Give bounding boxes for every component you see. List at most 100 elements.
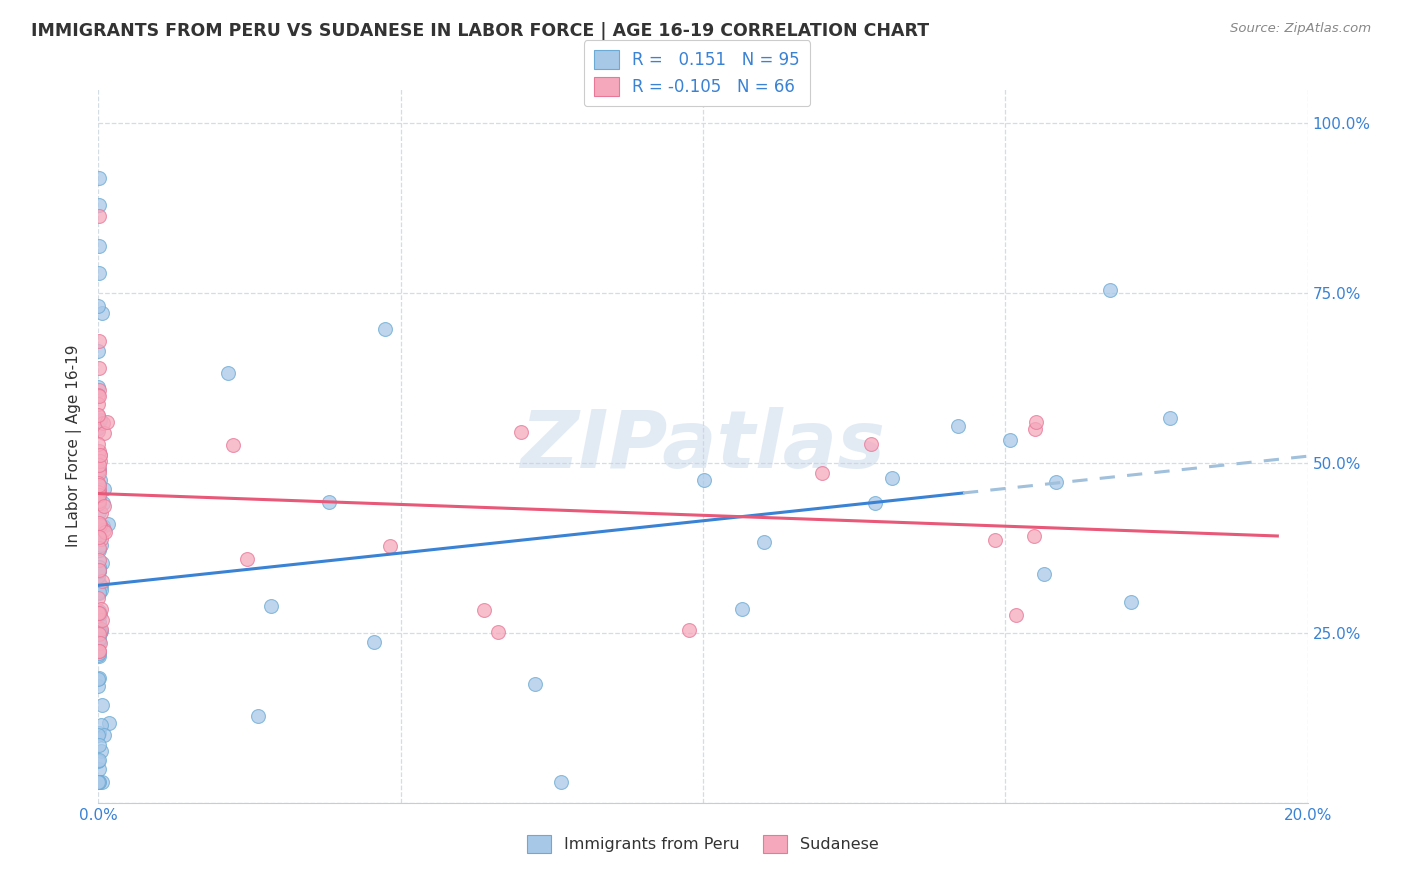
- Point: [1000, 433, 1022, 447]
- Point: [318, 495, 340, 509]
- Point: [1159, 411, 1181, 425]
- Point: [880, 471, 903, 485]
- Point: [87, 648, 110, 662]
- Point: [93, 500, 115, 514]
- Point: [87, 388, 110, 402]
- Point: [89, 170, 111, 185]
- Point: [87, 409, 110, 423]
- Point: [87, 753, 110, 767]
- Point: [87, 437, 110, 451]
- Point: [94, 524, 117, 539]
- Point: [87, 238, 110, 252]
- Point: [90, 507, 112, 521]
- Point: [87, 496, 110, 510]
- Point: [87, 266, 110, 280]
- Point: [87, 632, 110, 646]
- Point: [87, 483, 110, 498]
- Point: [89, 579, 111, 593]
- Point: [550, 775, 572, 789]
- Point: [90, 579, 112, 593]
- Point: [87, 623, 110, 637]
- Point: [87, 344, 110, 359]
- Point: [87, 505, 110, 519]
- Point: [87, 488, 110, 502]
- Point: [91, 574, 114, 588]
- Point: [87, 606, 110, 620]
- Point: [87, 775, 110, 789]
- Point: [87, 626, 110, 640]
- Point: [93, 482, 115, 496]
- Point: [87, 565, 110, 579]
- Point: [90, 538, 112, 552]
- Point: [87, 553, 110, 567]
- Point: [87, 679, 110, 693]
- Point: [87, 198, 110, 212]
- Point: [97, 715, 120, 730]
- Point: [948, 418, 970, 433]
- Point: [87, 775, 110, 789]
- Point: [87, 485, 110, 500]
- Point: [87, 635, 110, 649]
- Point: [87, 493, 110, 508]
- Point: [1005, 607, 1028, 622]
- Point: [87, 543, 110, 558]
- Point: [87, 606, 110, 620]
- Point: [678, 623, 700, 637]
- Point: [91, 518, 114, 533]
- Point: [91, 775, 114, 789]
- Point: [1099, 283, 1122, 297]
- Point: [87, 485, 110, 500]
- Point: [87, 465, 110, 479]
- Point: [89, 518, 111, 533]
- Point: [87, 299, 110, 313]
- Point: [1033, 566, 1056, 581]
- Point: [87, 576, 110, 591]
- Point: [87, 775, 110, 789]
- Point: [87, 421, 110, 435]
- Point: [90, 624, 112, 638]
- Point: [87, 585, 110, 599]
- Point: [96, 415, 118, 429]
- Point: [87, 476, 110, 491]
- Point: [90, 306, 112, 320]
- Point: [89, 209, 111, 223]
- Point: [87, 379, 110, 393]
- Point: [87, 738, 110, 752]
- Point: [486, 625, 509, 640]
- Point: [87, 762, 110, 776]
- Point: [87, 360, 110, 375]
- Point: [93, 426, 115, 441]
- Point: [87, 518, 110, 533]
- Point: [87, 541, 110, 555]
- Point: [87, 477, 110, 491]
- Y-axis label: In Labor Force | Age 16-19: In Labor Force | Age 16-19: [66, 344, 83, 548]
- Point: [380, 539, 402, 553]
- Point: [693, 473, 716, 487]
- Point: [89, 563, 111, 577]
- Point: [87, 397, 110, 411]
- Point: [89, 585, 111, 599]
- Point: [89, 636, 111, 650]
- Point: [87, 408, 110, 422]
- Point: [87, 569, 110, 583]
- Point: [87, 485, 110, 500]
- Point: [87, 564, 110, 578]
- Point: [91, 496, 114, 510]
- Point: [363, 635, 385, 649]
- Point: [89, 671, 111, 685]
- Point: [87, 483, 110, 498]
- Point: [859, 437, 882, 451]
- Point: [89, 479, 111, 493]
- Text: ZIPatlas: ZIPatlas: [520, 407, 886, 485]
- Point: [87, 775, 110, 789]
- Point: [87, 775, 110, 789]
- Point: [87, 443, 110, 458]
- Point: [87, 560, 110, 574]
- Point: [87, 334, 110, 348]
- Text: IMMIGRANTS FROM PERU VS SUDANESE IN LABOR FORCE | AGE 16-19 CORRELATION CHART: IMMIGRANTS FROM PERU VS SUDANESE IN LABO…: [31, 22, 929, 40]
- Point: [89, 448, 111, 462]
- Point: [90, 532, 112, 546]
- Point: [87, 458, 110, 472]
- Point: [811, 466, 834, 480]
- Point: [87, 755, 110, 769]
